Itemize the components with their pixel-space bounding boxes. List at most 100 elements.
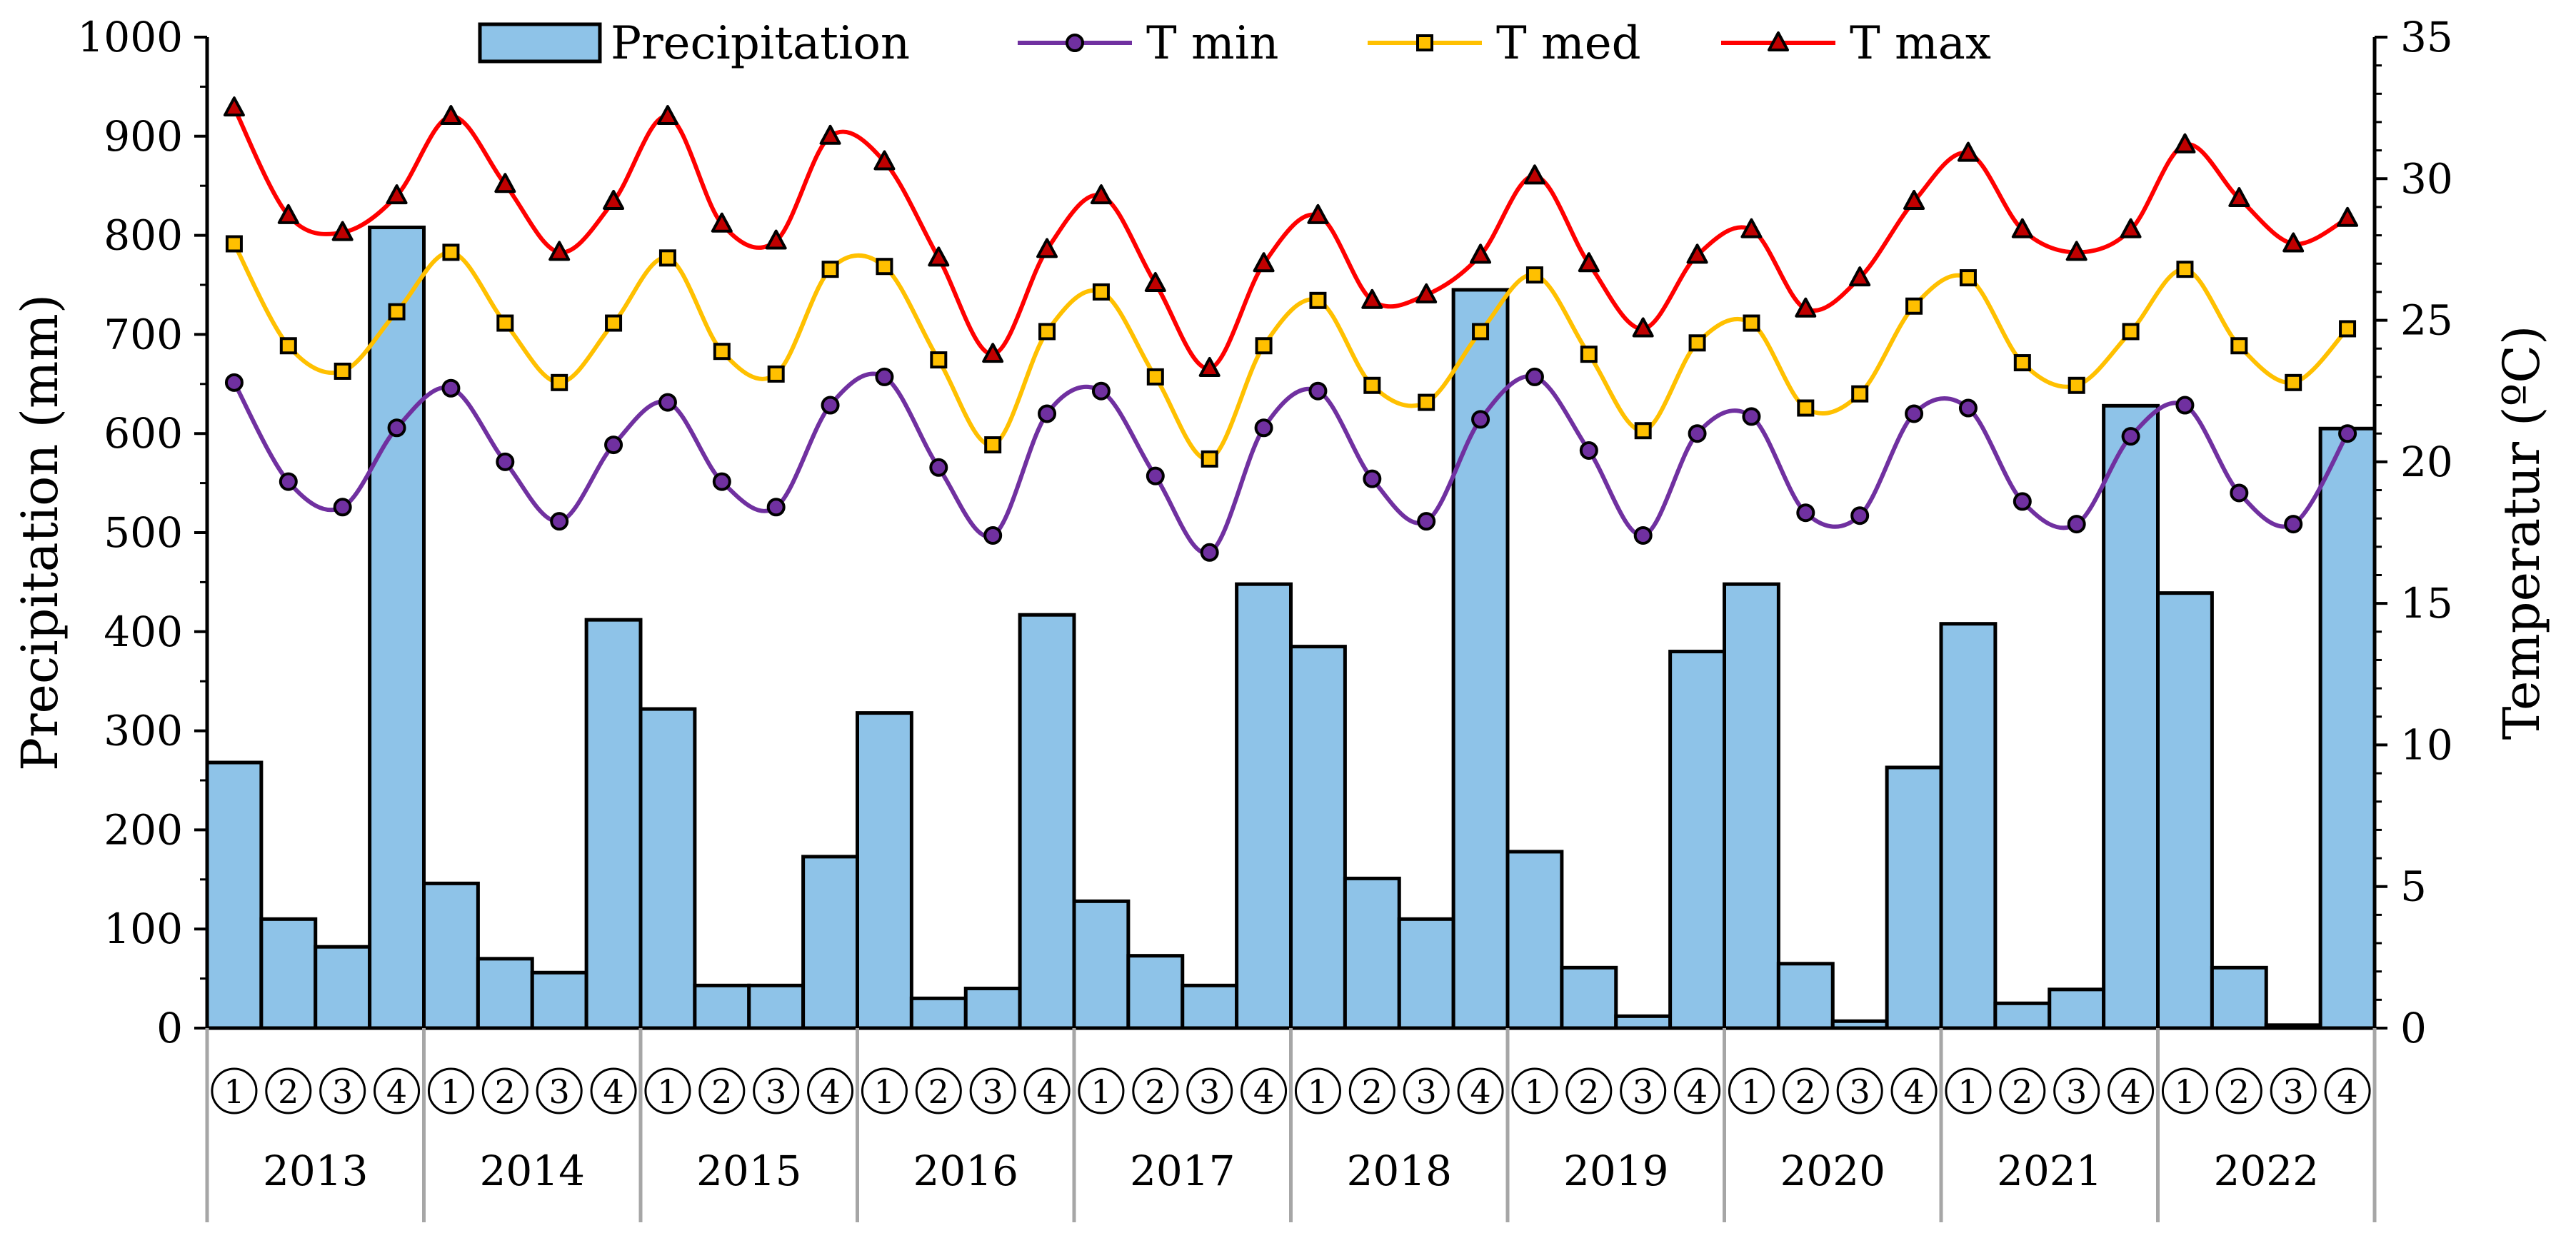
tmed-series bbox=[225, 235, 2357, 468]
quarter-label: 1 bbox=[657, 1072, 678, 1111]
tmin-point bbox=[1038, 404, 1057, 423]
precipitation-bar bbox=[1776, 962, 1835, 1030]
quarter-circle bbox=[1728, 1067, 1775, 1114]
tmed-point bbox=[984, 436, 1002, 454]
tmax-point bbox=[656, 105, 678, 126]
year-label: 2021 bbox=[1997, 1147, 2103, 1195]
tmax-point bbox=[2120, 218, 2142, 238]
tmed-point bbox=[1146, 368, 1164, 386]
tmed-point bbox=[1201, 450, 1218, 468]
tmin-point bbox=[1688, 424, 1707, 443]
quarter-circle bbox=[807, 1067, 854, 1114]
tmin-point bbox=[1308, 381, 1328, 401]
quarter-circle bbox=[915, 1067, 962, 1114]
tmed-point bbox=[2176, 261, 2194, 278]
tmed-point bbox=[1959, 269, 1977, 287]
tmin-point bbox=[1579, 441, 1598, 460]
right-axis-ticks: 0 5 10 15 20 25 30 35 bbox=[2375, 13, 2453, 1052]
precipitation-bar bbox=[2156, 591, 2214, 1030]
precipitation-bar bbox=[909, 996, 968, 1030]
tmed-line bbox=[232, 243, 2350, 462]
legend-label-tmax: T max bbox=[1850, 17, 1991, 70]
quarter-circle bbox=[2161, 1067, 2208, 1114]
tmed-point bbox=[442, 243, 460, 261]
tmin-point bbox=[387, 418, 406, 438]
precipitation-bar bbox=[1505, 850, 1564, 1030]
quarter-label: 2 bbox=[1578, 1072, 1599, 1111]
quarter-circle bbox=[2108, 1067, 2155, 1114]
quarter-circle bbox=[1132, 1067, 1179, 1114]
precipitation-bar bbox=[314, 945, 372, 1030]
quarter-circle bbox=[969, 1067, 1016, 1114]
tmed-point bbox=[2013, 354, 2031, 372]
quarter-label: 3 bbox=[2283, 1072, 2304, 1111]
tmin-point bbox=[1471, 410, 1490, 429]
precipitation-bar bbox=[422, 881, 480, 1030]
precipitation-bar bbox=[963, 986, 1022, 1030]
tmed-point bbox=[2230, 337, 2248, 355]
year-label: 2019 bbox=[1563, 1147, 1669, 1195]
precipitation-bar bbox=[530, 970, 588, 1030]
tmax-point bbox=[1144, 272, 1166, 293]
quarter-label: 3 bbox=[1199, 1072, 1220, 1111]
tmin-point bbox=[983, 525, 1003, 545]
tmed-point bbox=[876, 258, 893, 276]
left-tick-label: 300 bbox=[104, 707, 183, 755]
tmax-point bbox=[2282, 232, 2305, 253]
tmax-point bbox=[386, 184, 408, 205]
tmax-point bbox=[928, 246, 950, 267]
left-axis-ticks: 0 100 200 300 400 500 600 700 800 900 1000 bbox=[77, 13, 207, 1052]
legend: Precipitation T min T med T max bbox=[478, 17, 1991, 70]
quarter-label: 4 bbox=[1253, 1072, 1274, 1111]
tmed-point bbox=[2339, 320, 2357, 338]
quarter-label: 2 bbox=[2012, 1072, 2033, 1111]
quarter-circle bbox=[1403, 1067, 1450, 1114]
quarter-circle bbox=[698, 1067, 746, 1114]
quarter-label: 2 bbox=[278, 1072, 299, 1111]
quarter-label: 1 bbox=[1308, 1072, 1328, 1111]
tmin-point bbox=[1633, 525, 1653, 545]
tmed-point bbox=[279, 337, 297, 355]
right-tick-label: 25 bbox=[2400, 296, 2453, 345]
tmin-point bbox=[712, 472, 731, 491]
tmed-point bbox=[1363, 376, 1381, 394]
year-label: 2017 bbox=[1130, 1147, 1236, 1195]
tmax-point bbox=[223, 96, 245, 117]
tmin-point bbox=[2067, 515, 2086, 534]
tmed-point bbox=[551, 373, 568, 391]
tmin-point bbox=[658, 393, 677, 412]
tmin-point bbox=[875, 367, 894, 386]
precipitation-bar bbox=[1668, 650, 1726, 1030]
tmed-point bbox=[1634, 422, 1652, 440]
quarter-label: 2 bbox=[2229, 1072, 2250, 1111]
tmin-point bbox=[2284, 515, 2303, 534]
quarter-label: 1 bbox=[874, 1072, 895, 1111]
legend-swatch-precipitation bbox=[478, 22, 602, 64]
quarter-label: 3 bbox=[1416, 1072, 1437, 1111]
right-tick-label: 5 bbox=[2400, 862, 2427, 911]
quarter-circle bbox=[1674, 1067, 1721, 1114]
tmax-point bbox=[819, 124, 841, 145]
tmax-point bbox=[2065, 241, 2088, 261]
tmax-point bbox=[1470, 243, 1492, 264]
left-axis-title: Precipitation (mm) bbox=[11, 294, 69, 771]
legend-label-precipitation: Precipitation bbox=[611, 17, 910, 70]
right-tick-label: 20 bbox=[2400, 438, 2453, 486]
tmax-point bbox=[1090, 184, 1112, 205]
quarter-circle bbox=[1890, 1067, 1938, 1114]
tmin-point bbox=[1146, 466, 1165, 485]
left-tick-label: 0 bbox=[156, 1004, 183, 1052]
tmax-point bbox=[1795, 297, 1817, 318]
precipitation-bar bbox=[1126, 954, 1185, 1030]
precipitation-bar bbox=[205, 760, 264, 1030]
year-label: 2014 bbox=[479, 1147, 585, 1195]
tmax-point bbox=[2228, 187, 2250, 208]
quarter-label: 2 bbox=[711, 1072, 732, 1111]
precipitation-bar bbox=[747, 983, 806, 1030]
tmed-point bbox=[1092, 283, 1110, 301]
quarter-circle bbox=[1782, 1067, 1829, 1114]
quarter-circle bbox=[1186, 1067, 1233, 1114]
quarter-circle bbox=[2053, 1067, 2100, 1114]
tmin-point bbox=[279, 472, 298, 491]
